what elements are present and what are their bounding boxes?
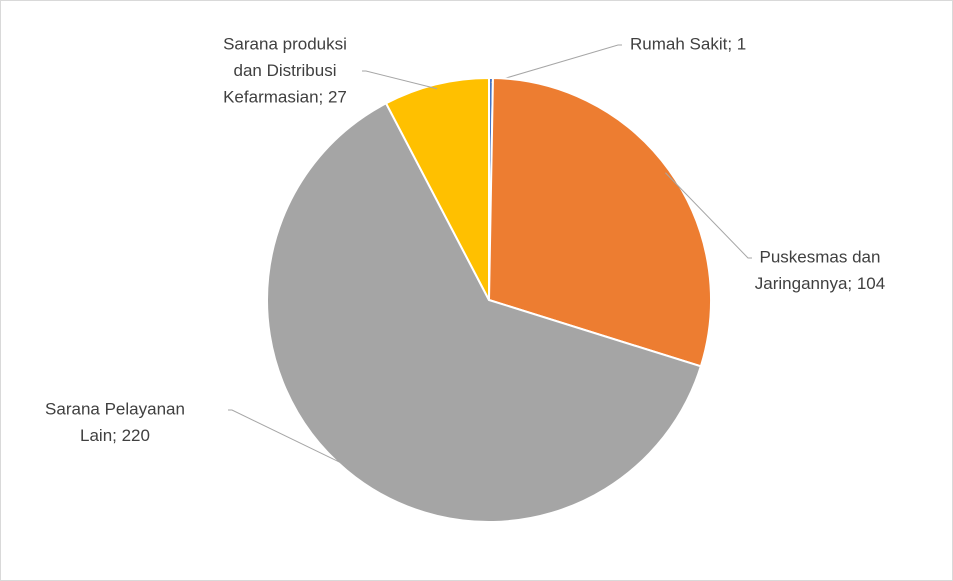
data-label: Kefarmasian; 27: [223, 87, 347, 106]
data-label: Sarana Pelayanan: [45, 399, 185, 418]
leader-line: [362, 70, 438, 90]
leader-line: [665, 172, 752, 259]
leader-line: [228, 409, 350, 468]
data-label: Puskesmas dan: [760, 247, 881, 266]
leader-line: [490, 44, 622, 83]
data-label: Rumah Sakit; 1: [630, 34, 746, 53]
pie-slice: [266, 101, 703, 523]
data-label: Lain; 220: [80, 426, 150, 445]
pie-slice: [384, 76, 490, 301]
data-label: Jaringannya; 104: [755, 274, 885, 293]
data-label: Sarana produksi: [223, 34, 347, 53]
pie-slice: [487, 77, 712, 368]
data-label: dan Distribusi: [234, 61, 337, 80]
